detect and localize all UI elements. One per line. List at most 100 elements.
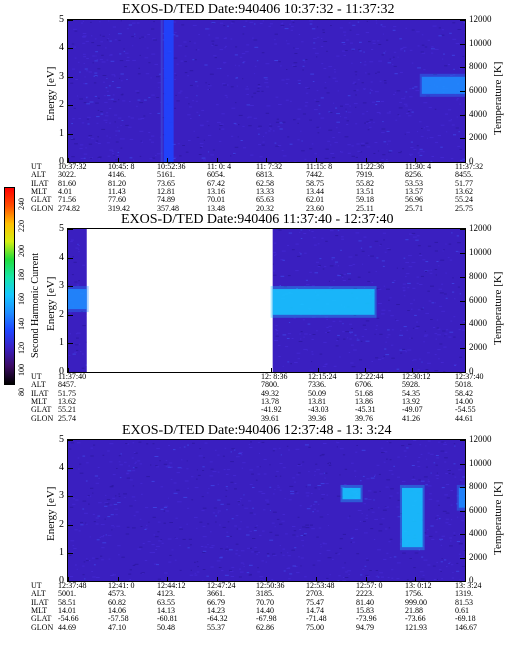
texture-speck — [254, 65, 257, 67]
texture-speck — [202, 569, 206, 570]
texture-speck — [258, 441, 260, 443]
texture-speck — [92, 62, 94, 64]
texture-speck — [120, 125, 122, 126]
texture-speck — [352, 82, 356, 84]
texture-speck — [169, 462, 173, 464]
texture-speck — [266, 503, 270, 505]
texture-speck — [282, 334, 287, 336]
y-right-tick-label: 6000 — [469, 294, 487, 305]
texture-speck — [339, 27, 344, 29]
texture-speck — [435, 274, 437, 276]
texture-speck — [382, 232, 386, 234]
texture-speck — [120, 73, 124, 75]
texture-speck — [314, 52, 319, 54]
texture-speck — [257, 84, 261, 86]
texture-speck — [242, 62, 245, 64]
texture-speck — [434, 141, 439, 143]
texture-speck — [458, 553, 461, 555]
texture-speck — [70, 240, 73, 242]
texture-speck — [403, 295, 406, 297]
texture-speck — [220, 556, 223, 558]
texture-speck — [383, 239, 385, 241]
texture-speck — [89, 157, 93, 159]
texture-speck — [391, 329, 394, 331]
texture-speck — [370, 528, 374, 530]
texture-speck — [229, 569, 232, 571]
texture-speck — [417, 466, 421, 468]
texture-speck — [336, 339, 339, 341]
texture-speck — [168, 561, 172, 563]
texture-speck — [92, 55, 95, 57]
texture-speck — [116, 87, 121, 89]
ephemeris-value: 55.24 — [455, 195, 473, 205]
texture-speck — [434, 250, 438, 252]
texture-speck — [274, 142, 277, 144]
texture-speck — [148, 521, 150, 523]
texture-speck — [225, 548, 229, 550]
texture-speck — [134, 467, 138, 469]
texture-speck — [351, 145, 354, 147]
texture-speck — [203, 457, 205, 459]
texture-speck — [127, 470, 132, 472]
texture-speck — [427, 352, 430, 354]
texture-speck — [396, 506, 400, 508]
ephemeris-value: 21.88 — [405, 605, 423, 615]
texture-speck — [250, 154, 254, 156]
ephemeris-row-label: GLAT — [31, 195, 52, 205]
texture-speck — [364, 498, 368, 500]
texture-speck — [279, 523, 283, 525]
texture-speck — [394, 73, 398, 75]
texture-speck — [403, 326, 407, 328]
ephemeris-value: 70.70 — [256, 597, 274, 607]
texture-speck — [280, 275, 285, 277]
texture-speck — [405, 27, 407, 29]
texture-speck — [79, 472, 84, 474]
texture-speck — [120, 94, 124, 96]
texture-speck — [76, 95, 79, 97]
texture-speck — [338, 320, 342, 322]
ephemeris-value: 13.57 — [405, 186, 423, 196]
texture-speck — [178, 45, 182, 47]
texture-speck — [393, 26, 397, 28]
texture-speck — [419, 154, 423, 156]
texture-speck — [448, 243, 452, 245]
texture-speck — [132, 565, 136, 566]
texture-speck — [87, 495, 90, 497]
texture-speck — [367, 129, 370, 131]
texture-speck — [200, 546, 204, 547]
texture-speck — [89, 495, 92, 497]
texture-speck — [223, 83, 225, 85]
texture-speck — [223, 61, 227, 63]
texture-speck — [398, 115, 401, 117]
texture-speck — [357, 21, 360, 23]
texture-speck — [82, 565, 85, 567]
texture-speck — [246, 526, 249, 528]
texture-speck — [151, 28, 155, 30]
texture-speck — [300, 314, 302, 316]
y-right-tick-label: 12000 — [469, 223, 492, 233]
y-right-tick-label: 0 — [469, 575, 474, 585]
texture-speck — [198, 114, 201, 116]
texture-speck — [445, 329, 449, 331]
texture-speck — [277, 344, 281, 346]
texture-speck — [393, 94, 395, 95]
texture-speck — [77, 457, 80, 459]
texture-speck — [305, 92, 309, 94]
texture-speck — [273, 270, 275, 272]
texture-speck — [106, 78, 108, 79]
ephemeris-value: 13.62 — [58, 396, 76, 406]
texture-speck — [143, 115, 146, 117]
texture-speck — [79, 148, 83, 150]
texture-speck — [362, 568, 365, 570]
texture-speck — [450, 490, 453, 491]
ephemeris-value: 146.67 — [455, 622, 477, 632]
texture-speck — [435, 338, 437, 340]
y-right-axis-label: Temperature [K] — [492, 481, 504, 555]
texture-speck — [365, 320, 370, 322]
texture-speck — [94, 38, 97, 40]
texture-speck — [106, 142, 110, 144]
texture-speck — [290, 29, 293, 31]
texture-speck — [78, 280, 80, 282]
texture-speck — [249, 21, 254, 23]
texture-speck — [208, 84, 210, 86]
